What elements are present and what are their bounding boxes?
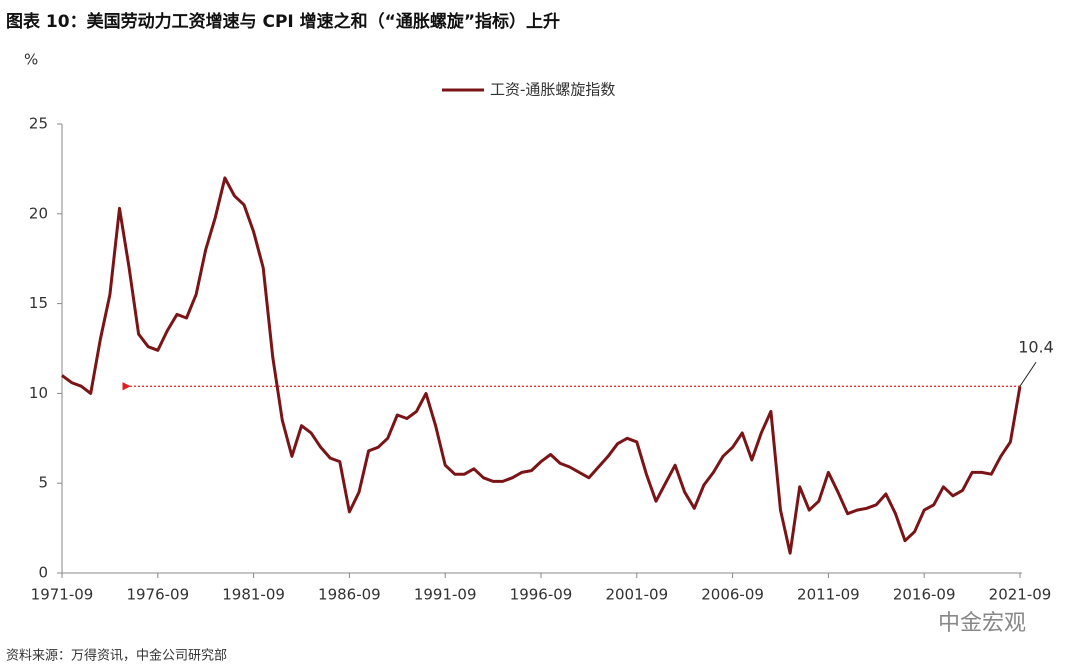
watermark: 中金宏观 bbox=[938, 611, 1026, 636]
x-tick-label: 1981-09 bbox=[222, 586, 285, 604]
y-unit: % bbox=[24, 51, 38, 69]
x-tick-label: 2021-09 bbox=[989, 586, 1052, 604]
y-tick-label: 20 bbox=[29, 204, 48, 222]
y-tick-label: 0 bbox=[38, 564, 48, 582]
x-tick-label: 1971-09 bbox=[31, 586, 94, 604]
x-tick-label: 1991-09 bbox=[414, 586, 477, 604]
legend-label: 工资-通胀螺旋指数 bbox=[490, 81, 615, 99]
annotation-leader bbox=[1019, 361, 1037, 387]
source: 资料来源：万得资讯，中金公司研究部 bbox=[6, 648, 227, 664]
x-tick-label: 2016-09 bbox=[893, 586, 956, 604]
y-tick-label: 25 bbox=[29, 115, 48, 133]
value-label: 10.4 bbox=[1018, 338, 1054, 357]
x-tick-label: 1976-09 bbox=[126, 586, 189, 604]
x-tick-label: 1996-09 bbox=[510, 586, 573, 604]
y-tick-label: 15 bbox=[29, 294, 48, 312]
line-series bbox=[61, 176, 1022, 555]
x-tick-label: 2011-09 bbox=[797, 586, 860, 604]
y-tick-label: 5 bbox=[38, 474, 48, 492]
chart-title: 图表 10：美国劳动力工资增速与 CPI 增速之和（“通胀螺旋”指标）上升 bbox=[6, 11, 560, 32]
x-tick-label: 2006-09 bbox=[701, 586, 764, 604]
y-tick-label: 10 bbox=[29, 384, 48, 402]
x-tick-label: 1986-09 bbox=[318, 586, 381, 604]
x-tick-label: 2001-09 bbox=[605, 586, 668, 604]
